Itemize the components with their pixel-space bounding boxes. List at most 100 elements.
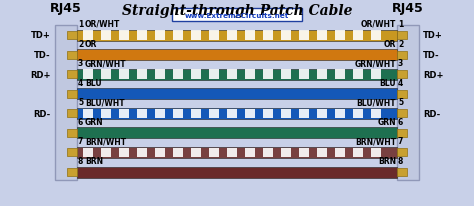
Text: RJ45: RJ45 (50, 2, 82, 15)
Bar (155, 31, 165, 41)
Text: OR/WHT: OR/WHT (361, 20, 396, 29)
Bar (209, 109, 219, 118)
Bar (101, 109, 111, 118)
Bar (173, 148, 183, 157)
Bar (77, 167, 397, 178)
Bar (371, 148, 381, 157)
Bar (281, 148, 291, 157)
Text: BRN: BRN (85, 156, 103, 165)
Text: RJ45: RJ45 (392, 2, 424, 15)
Text: www.ExtremeCircuits.net: www.ExtremeCircuits.net (185, 12, 289, 18)
Bar (119, 109, 129, 118)
Bar (191, 70, 201, 80)
Bar (245, 148, 255, 157)
Text: 7: 7 (78, 137, 83, 146)
Bar (67, 32, 77, 40)
Bar (67, 129, 77, 137)
Text: OR/WHT: OR/WHT (85, 20, 120, 29)
Text: RD+: RD+ (30, 70, 51, 79)
Text: BLU: BLU (379, 78, 396, 87)
Bar (77, 108, 397, 119)
Bar (335, 31, 345, 41)
Bar (77, 89, 397, 100)
Bar (77, 50, 397, 61)
Text: 1: 1 (398, 20, 403, 29)
Bar (67, 110, 77, 118)
Text: RD+: RD+ (423, 70, 444, 79)
Bar (77, 69, 397, 80)
Text: BLU: BLU (85, 78, 101, 87)
Text: GRN: GRN (85, 117, 104, 126)
Bar (119, 70, 129, 80)
Bar (191, 31, 201, 41)
Bar (397, 90, 407, 98)
Bar (209, 148, 219, 157)
Bar (77, 128, 397, 139)
Bar (83, 31, 93, 41)
Bar (397, 32, 407, 40)
Text: TD-: TD- (35, 51, 51, 60)
Bar (353, 70, 363, 80)
Text: TD-: TD- (423, 51, 439, 60)
Bar (191, 109, 201, 118)
Bar (119, 31, 129, 41)
Bar (353, 31, 363, 41)
Text: GRN/WHT: GRN/WHT (85, 59, 127, 68)
Bar (227, 148, 237, 157)
Text: 5: 5 (398, 98, 403, 107)
Text: 8: 8 (78, 156, 83, 165)
Bar (281, 70, 291, 80)
Bar (397, 129, 407, 137)
Bar (137, 148, 147, 157)
Text: RD-: RD- (34, 109, 51, 118)
Bar (299, 70, 309, 80)
Bar (55, 26, 77, 180)
Bar (245, 109, 255, 118)
Bar (209, 70, 219, 80)
Bar (137, 31, 147, 41)
Text: BLU/WHT: BLU/WHT (356, 98, 396, 107)
Bar (155, 148, 165, 157)
Bar (119, 148, 129, 157)
Bar (101, 148, 111, 157)
Bar (209, 31, 219, 41)
Text: BRN/WHT: BRN/WHT (355, 137, 396, 146)
Text: 3: 3 (398, 59, 403, 68)
Text: 6: 6 (398, 117, 403, 126)
Text: 7: 7 (398, 137, 403, 146)
Text: 8: 8 (398, 156, 403, 165)
Bar (67, 90, 77, 98)
Bar (245, 70, 255, 80)
Text: OR: OR (85, 39, 97, 48)
Bar (371, 31, 381, 41)
Bar (67, 51, 77, 59)
Bar (155, 109, 165, 118)
Bar (191, 148, 201, 157)
Bar (317, 109, 327, 118)
Text: 2: 2 (398, 39, 403, 48)
Bar (281, 31, 291, 41)
Bar (397, 26, 419, 180)
Text: TD+: TD+ (423, 31, 443, 40)
Bar (397, 168, 407, 176)
Bar (263, 31, 273, 41)
Text: 5: 5 (78, 98, 83, 107)
Bar (317, 70, 327, 80)
Bar (281, 109, 291, 118)
Bar (173, 109, 183, 118)
Bar (137, 70, 147, 80)
Bar (173, 31, 183, 41)
Bar (155, 70, 165, 80)
Bar (371, 109, 381, 118)
Bar (299, 148, 309, 157)
Bar (227, 109, 237, 118)
Bar (335, 70, 345, 80)
Bar (353, 148, 363, 157)
Text: 4: 4 (398, 78, 403, 87)
Bar (67, 71, 77, 79)
Bar (83, 109, 93, 118)
Bar (67, 149, 77, 157)
Text: BRN/WHT: BRN/WHT (85, 137, 126, 146)
Bar (353, 109, 363, 118)
Bar (227, 70, 237, 80)
